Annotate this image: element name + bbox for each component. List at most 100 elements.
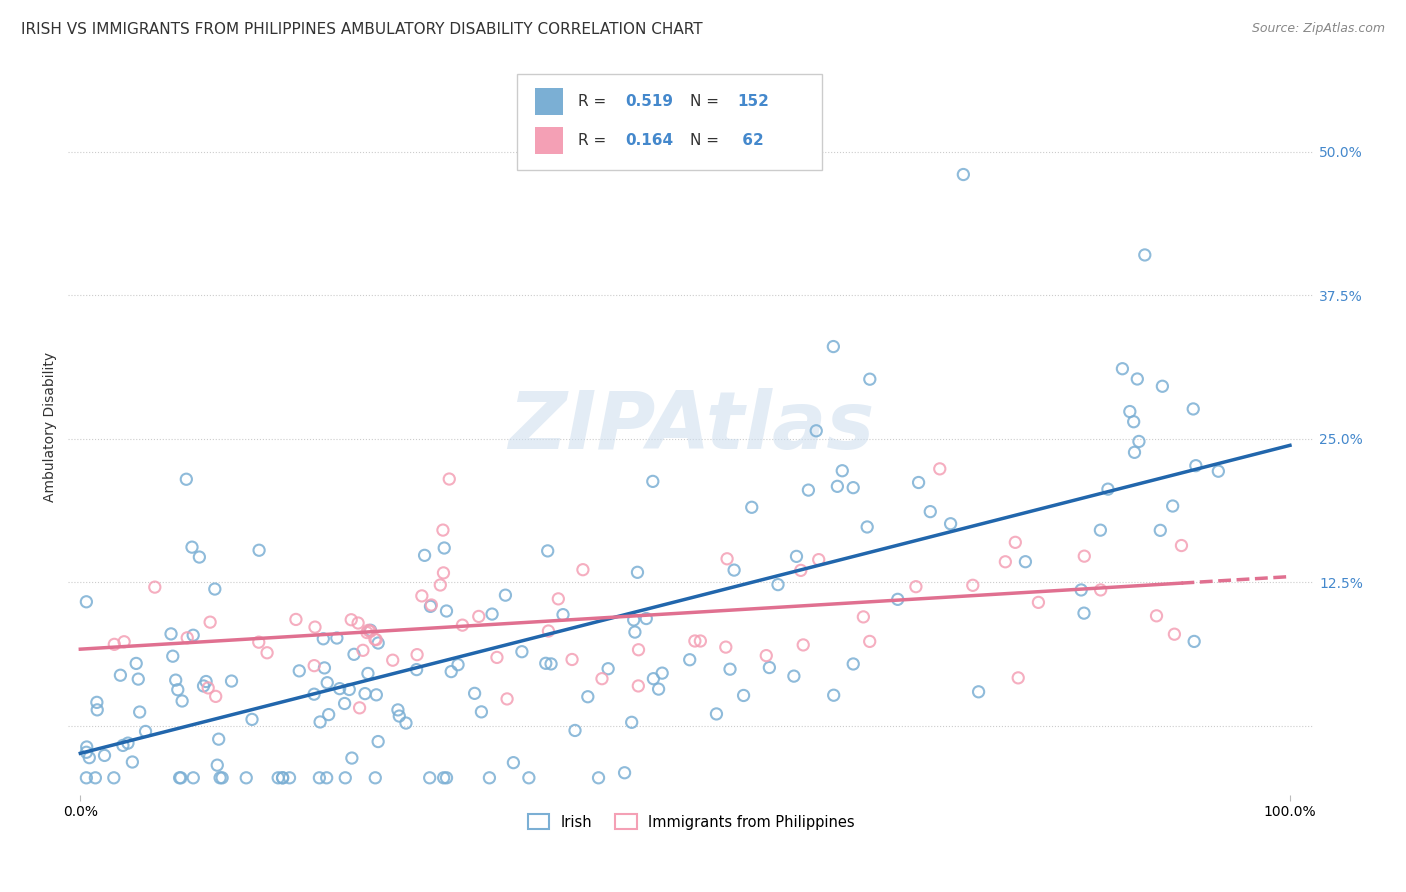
Point bbox=[572, 563, 595, 577]
Point bbox=[211, 771, 233, 785]
Point bbox=[208, 732, 231, 747]
Point bbox=[308, 771, 330, 785]
Point bbox=[790, 563, 813, 577]
Point bbox=[329, 681, 352, 696]
Point bbox=[576, 690, 599, 704]
Point bbox=[561, 652, 583, 666]
Point bbox=[103, 637, 125, 651]
Point bbox=[395, 716, 418, 731]
Point bbox=[197, 681, 219, 695]
Point bbox=[349, 701, 371, 715]
Point bbox=[312, 632, 335, 646]
Point bbox=[204, 582, 226, 596]
Point bbox=[110, 668, 132, 682]
Point bbox=[564, 723, 586, 738]
Point bbox=[534, 657, 557, 671]
Point bbox=[481, 607, 503, 621]
Point bbox=[591, 672, 613, 686]
Point bbox=[181, 540, 204, 554]
Point bbox=[387, 703, 409, 717]
Point bbox=[367, 734, 389, 748]
Point bbox=[271, 771, 294, 785]
Point bbox=[904, 580, 927, 594]
Point bbox=[406, 648, 429, 662]
Point bbox=[718, 662, 741, 676]
Text: ZIPAtlas: ZIPAtlas bbox=[508, 388, 875, 467]
Point bbox=[302, 687, 325, 701]
Point bbox=[314, 661, 336, 675]
Point bbox=[86, 695, 108, 709]
Point bbox=[679, 653, 702, 667]
Point bbox=[111, 739, 134, 753]
Point bbox=[160, 627, 183, 641]
Point bbox=[1119, 404, 1142, 418]
Point bbox=[741, 500, 763, 515]
Point bbox=[451, 618, 474, 632]
Point bbox=[413, 549, 436, 563]
Point bbox=[84, 771, 107, 785]
Point bbox=[117, 736, 139, 750]
Point bbox=[643, 672, 665, 686]
Point bbox=[436, 604, 458, 618]
Point bbox=[128, 705, 150, 719]
Point bbox=[411, 589, 433, 603]
Point bbox=[247, 635, 270, 649]
Point bbox=[714, 640, 737, 654]
Point bbox=[823, 340, 845, 354]
Point bbox=[267, 771, 290, 785]
Point bbox=[271, 771, 294, 785]
Point bbox=[1070, 582, 1092, 597]
Point bbox=[647, 682, 669, 697]
Point bbox=[613, 765, 636, 780]
Point bbox=[952, 168, 974, 182]
Point bbox=[494, 588, 516, 602]
Point bbox=[356, 625, 378, 640]
Point bbox=[842, 657, 865, 671]
Point bbox=[357, 666, 380, 681]
Point bbox=[928, 462, 950, 476]
Point bbox=[683, 634, 706, 648]
Point bbox=[641, 475, 664, 489]
Point bbox=[502, 756, 524, 770]
Point bbox=[806, 424, 828, 438]
Point bbox=[758, 660, 780, 674]
Point bbox=[1182, 634, 1205, 648]
Point bbox=[651, 666, 673, 681]
Point bbox=[478, 771, 501, 785]
Point bbox=[340, 613, 363, 627]
Point bbox=[496, 692, 519, 706]
Point bbox=[1185, 458, 1208, 473]
Point bbox=[517, 771, 540, 785]
Text: N =: N = bbox=[690, 133, 724, 148]
Point bbox=[419, 771, 441, 785]
FancyBboxPatch shape bbox=[536, 127, 562, 154]
Point bbox=[93, 748, 115, 763]
Point bbox=[278, 771, 301, 785]
Legend: Irish, Immigrants from Philippines: Irish, Immigrants from Philippines bbox=[522, 808, 860, 836]
Point bbox=[170, 771, 193, 785]
Point bbox=[1163, 627, 1185, 641]
Point bbox=[636, 611, 658, 625]
Point bbox=[1152, 379, 1174, 393]
Point bbox=[432, 523, 454, 537]
Point bbox=[195, 674, 218, 689]
Text: R =: R = bbox=[578, 94, 612, 109]
Point bbox=[176, 472, 198, 486]
Point bbox=[354, 687, 377, 701]
Point bbox=[367, 636, 389, 650]
Point bbox=[198, 615, 221, 629]
Point bbox=[284, 612, 307, 626]
Point bbox=[823, 688, 845, 702]
Text: 152: 152 bbox=[737, 94, 769, 109]
Point bbox=[1123, 445, 1146, 459]
Point bbox=[792, 638, 814, 652]
Point bbox=[716, 551, 738, 566]
Point bbox=[75, 745, 97, 759]
Point bbox=[447, 657, 470, 672]
Point bbox=[831, 464, 853, 478]
Point bbox=[1170, 539, 1192, 553]
Point bbox=[172, 694, 194, 708]
Point bbox=[429, 578, 451, 592]
Point bbox=[1028, 595, 1050, 609]
Text: IRISH VS IMMIGRANTS FROM PHILIPPINES AMBULATORY DISABILITY CORRELATION CHART: IRISH VS IMMIGRANTS FROM PHILIPPINES AMB… bbox=[21, 22, 703, 37]
